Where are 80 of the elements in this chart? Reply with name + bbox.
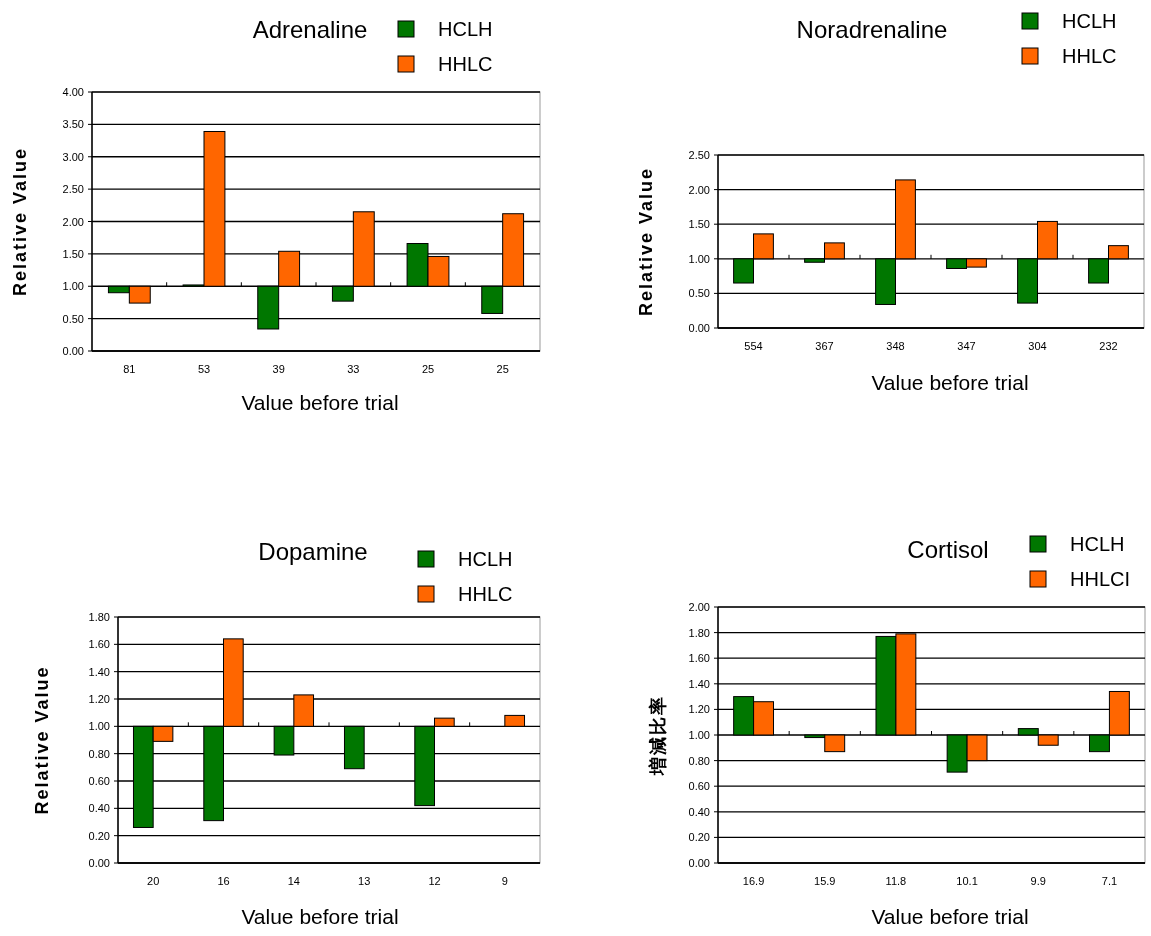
y-tick-label: 1.00 [62,280,84,293]
x-tick-label: 11.8 [885,875,907,887]
legend-label: HHLCI [1070,568,1131,590]
y-tick-label: 1.50 [688,218,710,231]
x-tick-label: 13 [358,875,371,887]
x-tick-label: 20 [147,875,160,887]
x-tick-label: 9.9 [1030,875,1046,887]
legend-label: HCLH [1070,533,1125,555]
x-tick-label: 348 [886,340,905,352]
x-tick-label: 367 [815,340,834,352]
y-tick-label: 0.00 [62,345,84,357]
y-tick-label: 2.50 [62,183,84,196]
y-tick-label: 0.20 [88,829,110,842]
x-axis-title: Value before trial [241,391,399,414]
y-tick-label: 1.20 [88,693,110,705]
y-tick-label: 2.50 [688,149,710,161]
y-tick-label: 1.80 [688,626,710,639]
y-tick-label: 1.00 [88,720,110,733]
y-tick-label: 0.20 [688,831,710,844]
x-tick-label: 7.1 [1101,875,1118,887]
y-tick-label: 1.20 [688,703,710,716]
x-tick-label: 10.1 [956,875,978,887]
x-axis-title: Value before trial [241,905,399,928]
chart-title: Cortisol [907,536,989,563]
y-axis-title: Relative Value [32,665,52,815]
x-axis-title: Value before trial [871,905,1029,928]
y-tick-label: 2.00 [688,183,710,196]
x-tick-label: 16.9 [742,875,765,887]
y-tick-label: 0.80 [88,747,110,760]
y-tick-label: 1.00 [688,252,710,265]
legend-label: HCLH [1062,10,1117,32]
legend-label: HCLH [438,18,493,40]
y-tick-label: 0.40 [88,802,110,815]
x-tick-label: 9 [501,875,508,887]
y-tick-label: 0.00 [688,857,710,869]
y-tick-label: 0.00 [88,857,110,869]
x-tick-label: 25 [421,363,435,375]
y-tick-label: 2.00 [688,601,710,613]
x-tick-label: 304 [1028,340,1047,352]
x-tick-label: 25 [496,363,509,375]
legend-label: HHLC [458,583,513,605]
y-tick-label: 4.00 [62,86,84,98]
y-tick-label: 3.00 [62,150,84,163]
x-axis-title: Value before trial [871,371,1029,394]
y-tick-label: 0.50 [688,287,710,300]
legend-label: HHLC [438,53,493,75]
y-tick-label: 0.40 [688,805,710,818]
y-tick-label: 0.50 [62,312,84,325]
y-axis-title: 増減比率 [647,695,668,776]
y-axis-title: Relative Value [636,166,656,317]
y-tick-label: 0.60 [88,775,110,787]
x-tick-label: 81 [123,363,136,375]
y-tick-label: 1.60 [88,638,110,651]
y-tick-label: 1.80 [88,611,110,623]
y-tick-label: 0.00 [688,322,710,334]
chart-title: Adrenaline [252,16,368,43]
x-tick-label: 12 [428,875,441,887]
legend-label: HCLH [458,548,513,570]
y-tick-label: 1.40 [88,665,110,678]
chart-title: Dopamine [258,538,368,565]
chart-title: Noradrenaline [796,16,948,43]
x-tick-label: 16 [217,875,230,887]
y-axis-title: Relative Value [10,146,30,297]
y-tick-label: 1.60 [688,652,710,665]
x-tick-label: 39 [272,363,285,375]
x-tick-label: 347 [957,340,976,352]
y-tick-label: 1.50 [62,247,84,260]
y-tick-label: 0.60 [688,780,710,793]
y-tick-label: 1.40 [688,677,710,690]
x-tick-label: 232 [1099,340,1118,352]
legend-label: HHLC [1062,45,1117,67]
y-tick-label: 3.50 [62,118,84,131]
x-tick-label: 14 [287,875,300,887]
x-tick-label: 15.9 [814,875,836,887]
y-tick-label: 1.00 [688,729,710,741]
x-tick-label: 53 [197,363,211,375]
x-tick-label: 33 [347,363,360,375]
x-tick-label: 554 [744,340,763,352]
y-tick-label: 2.00 [62,215,84,228]
y-tick-label: 0.80 [688,754,710,767]
